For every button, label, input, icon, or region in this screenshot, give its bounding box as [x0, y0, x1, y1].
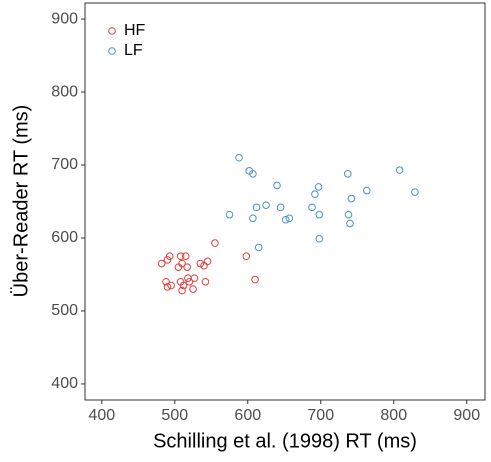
point	[203, 257, 212, 266]
point	[181, 252, 190, 261]
legend-label: LF	[124, 42, 143, 59]
point	[285, 214, 294, 223]
point	[157, 259, 166, 268]
point	[273, 181, 281, 190]
point	[242, 252, 251, 261]
y-tick-label: 800	[51, 83, 78, 100]
point	[281, 215, 290, 224]
x-tick-label: 800	[380, 407, 407, 424]
point	[167, 281, 175, 290]
point	[251, 275, 259, 284]
point	[315, 234, 324, 243]
x-tick-label: 700	[307, 407, 334, 424]
point	[179, 281, 188, 290]
point	[262, 201, 270, 209]
point	[211, 239, 219, 247]
point	[163, 256, 172, 264]
x-axis-title: Schilling et al. (1998) RT (ms)	[153, 430, 417, 452]
point	[254, 243, 263, 252]
point	[362, 186, 371, 195]
y-axis-title: Über-Reader RT (ms)	[10, 105, 32, 298]
point	[395, 166, 404, 174]
y-tick-label: 500	[51, 302, 78, 319]
y-tick-label: 700	[51, 156, 78, 173]
x-tick-label: 400	[88, 407, 115, 424]
point	[178, 286, 186, 295]
point	[308, 203, 316, 212]
legend-marker	[108, 27, 116, 35]
point	[189, 285, 197, 293]
point	[344, 210, 353, 219]
point	[252, 203, 261, 212]
point	[411, 188, 419, 196]
point	[196, 259, 205, 268]
point	[249, 169, 257, 178]
point	[174, 263, 183, 271]
point	[200, 261, 208, 270]
y-tick-label: 400	[51, 375, 78, 392]
point	[162, 277, 170, 286]
x-tick-label: 600	[234, 407, 261, 424]
point	[235, 153, 243, 162]
legend-marker	[108, 47, 116, 55]
point	[185, 277, 194, 286]
point	[165, 252, 174, 261]
point	[314, 183, 323, 191]
point	[176, 252, 185, 261]
point	[315, 210, 324, 219]
point	[276, 203, 285, 212]
point	[346, 219, 354, 228]
legend-label: HF	[124, 22, 146, 39]
point	[201, 277, 210, 286]
point	[178, 259, 186, 268]
panel-border	[84, 2, 486, 401]
point	[183, 263, 191, 271]
x-tick-label: 900	[453, 407, 480, 424]
point	[225, 210, 234, 219]
point	[343, 169, 352, 178]
point	[163, 283, 172, 291]
x-tick-label: 500	[161, 407, 188, 424]
y-tick-label: 900	[51, 10, 78, 27]
y-tick-label: 600	[51, 229, 78, 246]
point	[249, 214, 257, 223]
point	[190, 274, 199, 282]
point	[347, 194, 356, 203]
point	[311, 190, 319, 199]
